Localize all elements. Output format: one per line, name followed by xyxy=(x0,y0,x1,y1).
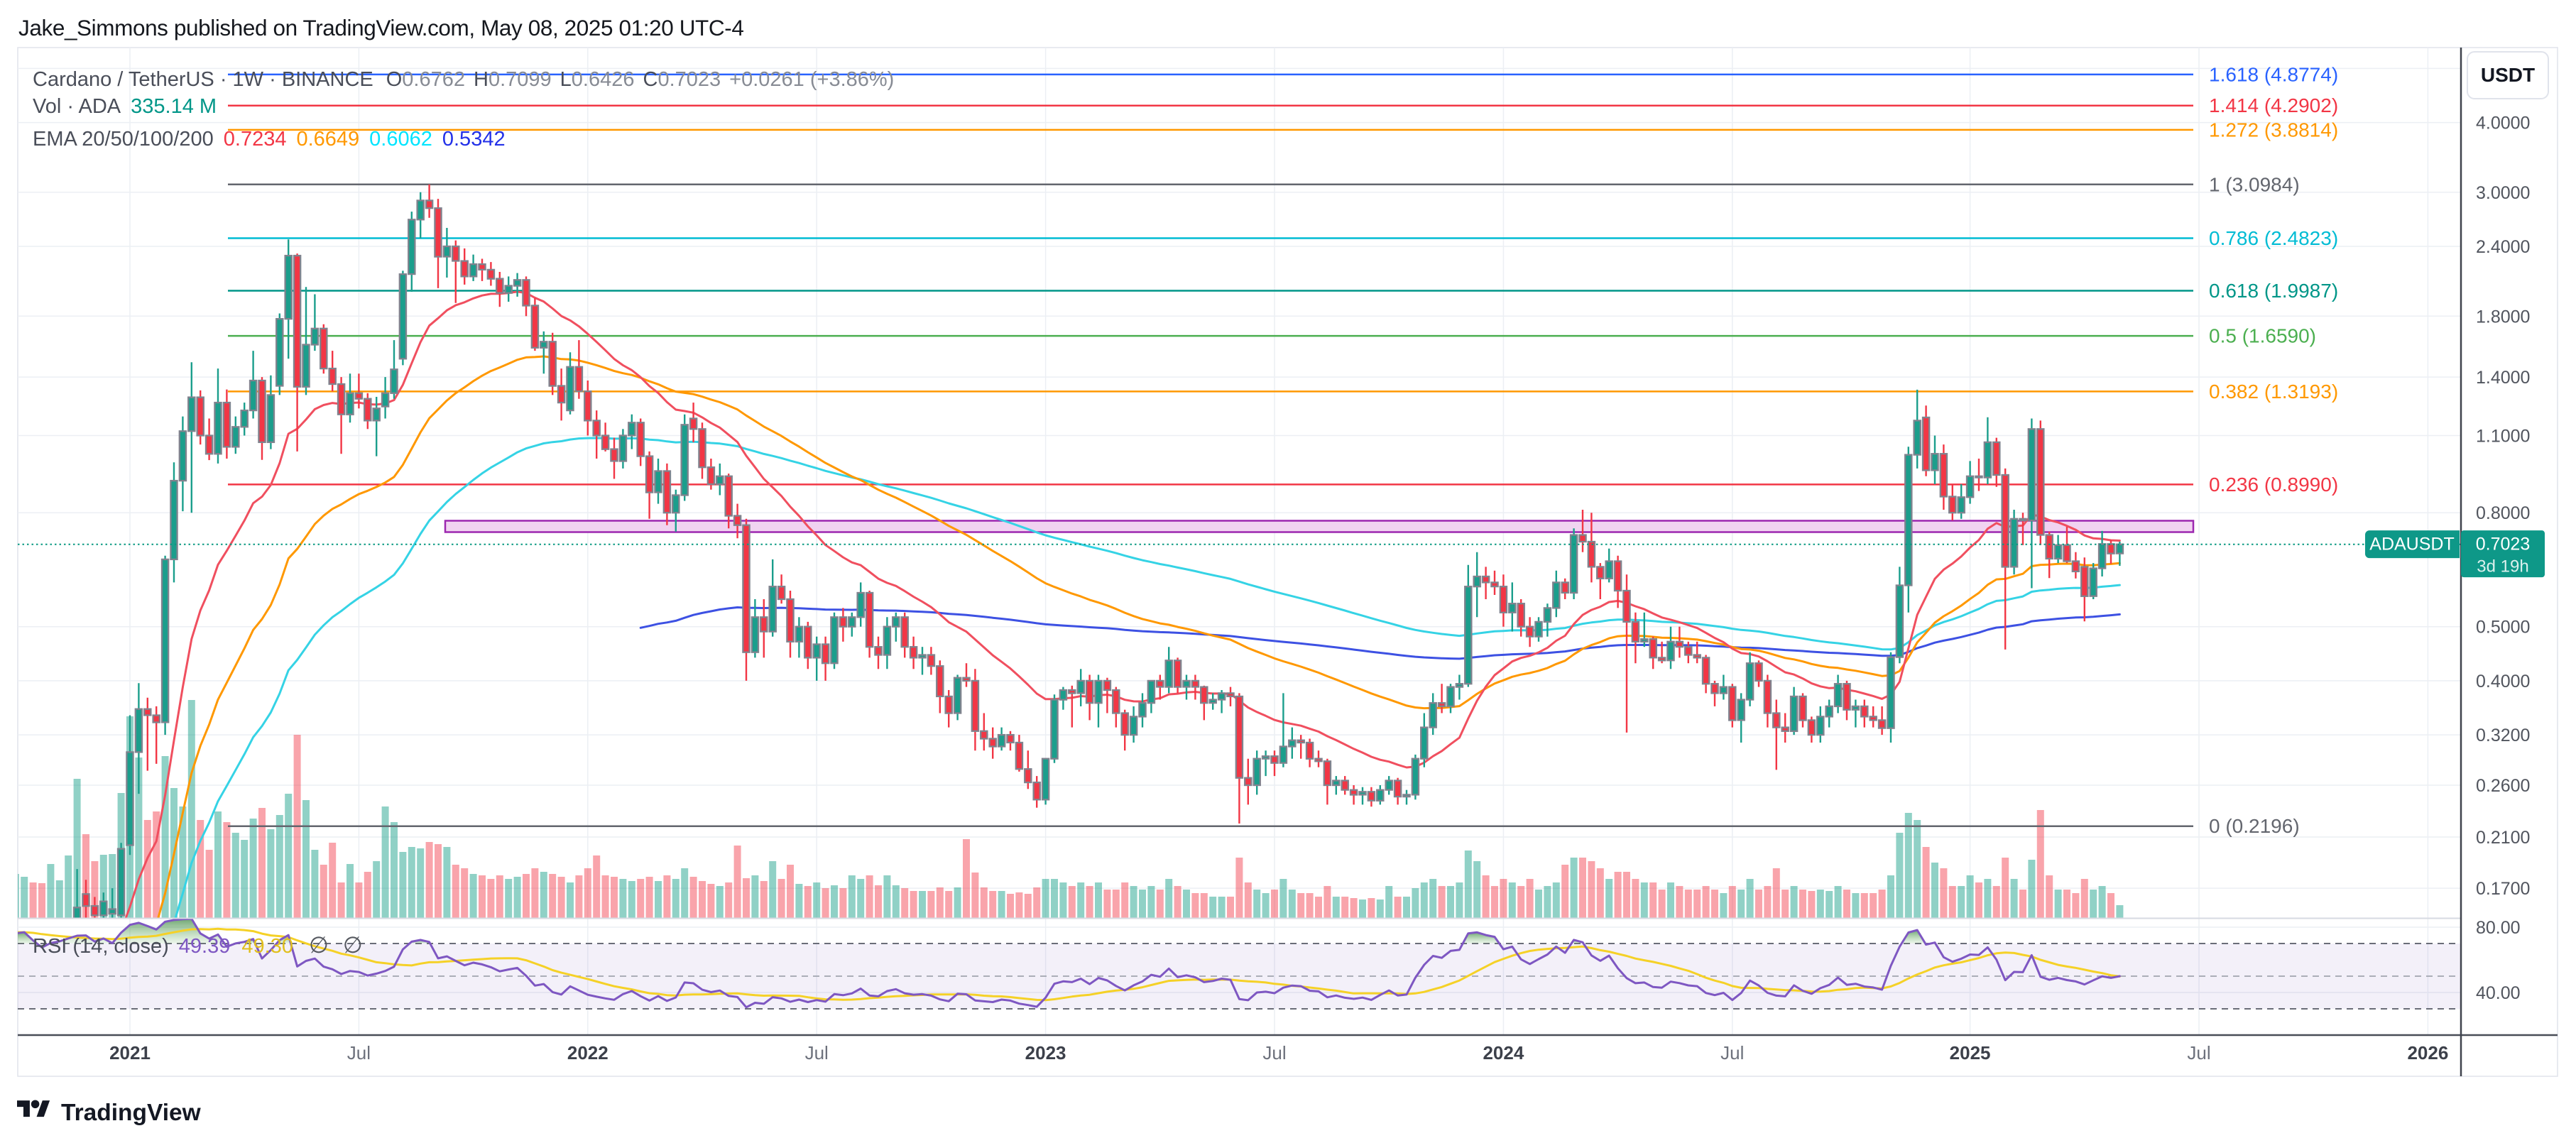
svg-text:0.236 (0.8990): 0.236 (0.8990) xyxy=(2209,474,2338,496)
svg-text:USDT: USDT xyxy=(2481,64,2535,86)
svg-text:TradingView: TradingView xyxy=(61,1100,202,1126)
svg-text:1.414 (4.2902): 1.414 (4.2902) xyxy=(2209,94,2338,116)
svg-text:ADAUSDT: ADAUSDT xyxy=(2369,535,2454,554)
svg-text:2026: 2026 xyxy=(2407,1042,2448,1063)
svg-text:Jul: Jul xyxy=(805,1042,829,1063)
svg-text:0.786 (2.4823): 0.786 (2.4823) xyxy=(2209,227,2338,249)
svg-text:1.618 (4.8774): 1.618 (4.8774) xyxy=(2209,63,2338,85)
svg-text:0.618 (1.9987): 0.618 (1.9987) xyxy=(2209,280,2338,302)
svg-text:0.5000: 0.5000 xyxy=(2476,618,2530,638)
svg-text:3d 19h: 3d 19h xyxy=(2477,557,2528,576)
svg-text:2022: 2022 xyxy=(567,1042,608,1063)
svg-text:1.8000: 1.8000 xyxy=(2476,307,2530,327)
svg-text:0.1700: 0.1700 xyxy=(2476,879,2530,899)
svg-text:1 (3.0984): 1 (3.0984) xyxy=(2209,173,2300,195)
svg-text:4.0000: 4.0000 xyxy=(2476,114,2530,133)
svg-text:Jake_Simmons published on Trad: Jake_Simmons published on TradingView.co… xyxy=(18,15,743,40)
svg-text:80.00: 80.00 xyxy=(2476,918,2521,938)
svg-text:Jul: Jul xyxy=(1262,1042,1286,1063)
svg-text:3.0000: 3.0000 xyxy=(2476,183,2530,203)
svg-text:Jul: Jul xyxy=(1720,1042,1744,1063)
svg-text:2.4000: 2.4000 xyxy=(2476,237,2530,257)
svg-text:Jul: Jul xyxy=(347,1042,371,1063)
svg-text:0.2600: 0.2600 xyxy=(2476,776,2530,796)
svg-text:2021: 2021 xyxy=(109,1042,151,1063)
svg-text:0.7023: 0.7023 xyxy=(2476,535,2530,554)
svg-text:2025: 2025 xyxy=(1950,1042,1991,1063)
svg-text:0.5 (1.6590): 0.5 (1.6590) xyxy=(2209,325,2316,347)
svg-text:Cardano / TetherUS · 1W · BINA: Cardano / TetherUS · 1W · BINANCE O0.6762… xyxy=(33,68,894,91)
svg-text:0.4000: 0.4000 xyxy=(2476,672,2530,691)
svg-text:0.8000: 0.8000 xyxy=(2476,503,2530,523)
svg-text:40.00: 40.00 xyxy=(2476,983,2521,1003)
svg-text:1.272 (3.8814): 1.272 (3.8814) xyxy=(2209,119,2338,141)
svg-text:1.1000: 1.1000 xyxy=(2476,427,2530,447)
svg-text:Jul: Jul xyxy=(2187,1042,2210,1063)
svg-text:0 (0.2196): 0 (0.2196) xyxy=(2209,815,2300,837)
svg-text:2024: 2024 xyxy=(1483,1042,1524,1063)
svg-text:0.3200: 0.3200 xyxy=(2476,726,2530,745)
svg-text:1.4000: 1.4000 xyxy=(2476,368,2530,388)
svg-text:0.382 (1.3193): 0.382 (1.3193) xyxy=(2209,381,2338,403)
svg-text:2023: 2023 xyxy=(1025,1042,1066,1063)
svg-text:0.2100: 0.2100 xyxy=(2476,828,2530,848)
